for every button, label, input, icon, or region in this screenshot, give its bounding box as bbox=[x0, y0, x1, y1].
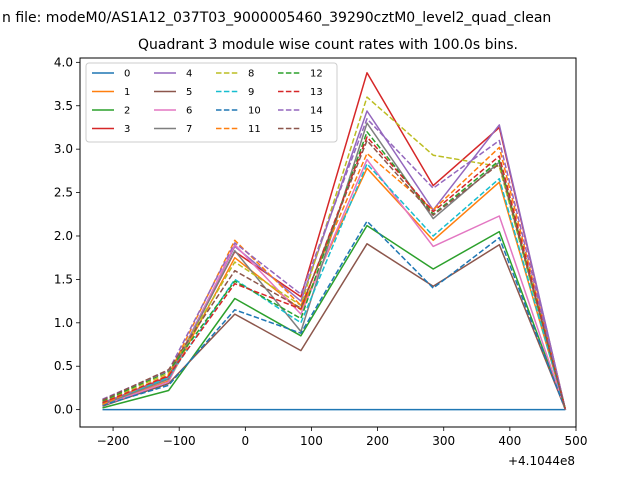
legend-label-1: 1 bbox=[124, 87, 130, 98]
legend-label-11: 11 bbox=[248, 124, 261, 135]
legend-label-0: 0 bbox=[124, 69, 130, 80]
y-tick-label: 3.5 bbox=[54, 99, 73, 113]
x-tick-label: 200 bbox=[366, 434, 389, 448]
x-tick-label: 500 bbox=[565, 434, 588, 448]
y-tick-label: 4.0 bbox=[54, 55, 73, 69]
series-line-10 bbox=[102, 220, 567, 410]
series-line-5 bbox=[102, 243, 567, 410]
series-line-2 bbox=[102, 224, 567, 410]
y-tick-label: 3.0 bbox=[54, 142, 73, 156]
legend-label-12: 12 bbox=[310, 69, 323, 80]
series-line-14 bbox=[102, 118, 567, 410]
x-tick-label: 300 bbox=[432, 434, 455, 448]
x-tick-label: 0 bbox=[242, 434, 250, 448]
x-axis-ticks: −200 −100 0 100 200 300 400 500 bbox=[97, 427, 588, 448]
legend-label-14: 14 bbox=[310, 106, 323, 117]
x-tick-label: −100 bbox=[163, 434, 196, 448]
x-tick-label: 400 bbox=[498, 434, 521, 448]
legend-label-3: 3 bbox=[124, 124, 130, 135]
x-tick-label: 100 bbox=[300, 434, 323, 448]
legend-label-4: 4 bbox=[186, 69, 192, 80]
legend-label-8: 8 bbox=[248, 69, 254, 80]
figure-suptitle: n file: modeM0/AS1A12_037T03_9000005460_… bbox=[2, 10, 551, 26]
x-offset-label: +4.1044e8 bbox=[508, 454, 575, 468]
series-line-15 bbox=[102, 139, 567, 410]
legend-label-7: 7 bbox=[186, 124, 192, 135]
series-line-11 bbox=[102, 146, 567, 410]
y-tick-label: 0.0 bbox=[54, 403, 73, 417]
y-tick-label: 2.0 bbox=[54, 229, 73, 243]
legend-label-15: 15 bbox=[310, 124, 323, 135]
legend-label-13: 13 bbox=[310, 87, 323, 98]
legend-label-6: 6 bbox=[186, 106, 192, 117]
legend-box bbox=[85, 62, 338, 143]
y-tick-label: 0.5 bbox=[54, 359, 73, 373]
x-tick-label: −200 bbox=[97, 434, 130, 448]
legend-label-10: 10 bbox=[248, 106, 261, 117]
chart-title: Quadrant 3 module wise count rates with … bbox=[138, 37, 518, 53]
legend-label-5: 5 bbox=[186, 87, 192, 98]
y-tick-label: 1.5 bbox=[54, 272, 73, 286]
legend-label-9: 9 bbox=[248, 87, 254, 98]
y-axis-ticks: 0.0 0.5 1.0 1.5 2.0 2.5 3.0 3.5 4.0 bbox=[54, 55, 80, 417]
series-lines bbox=[102, 72, 567, 411]
y-tick-label: 1.0 bbox=[54, 316, 73, 330]
plot-frame bbox=[79, 57, 577, 428]
y-tick-label: 2.5 bbox=[54, 186, 73, 200]
legend-label-2: 2 bbox=[124, 106, 130, 117]
